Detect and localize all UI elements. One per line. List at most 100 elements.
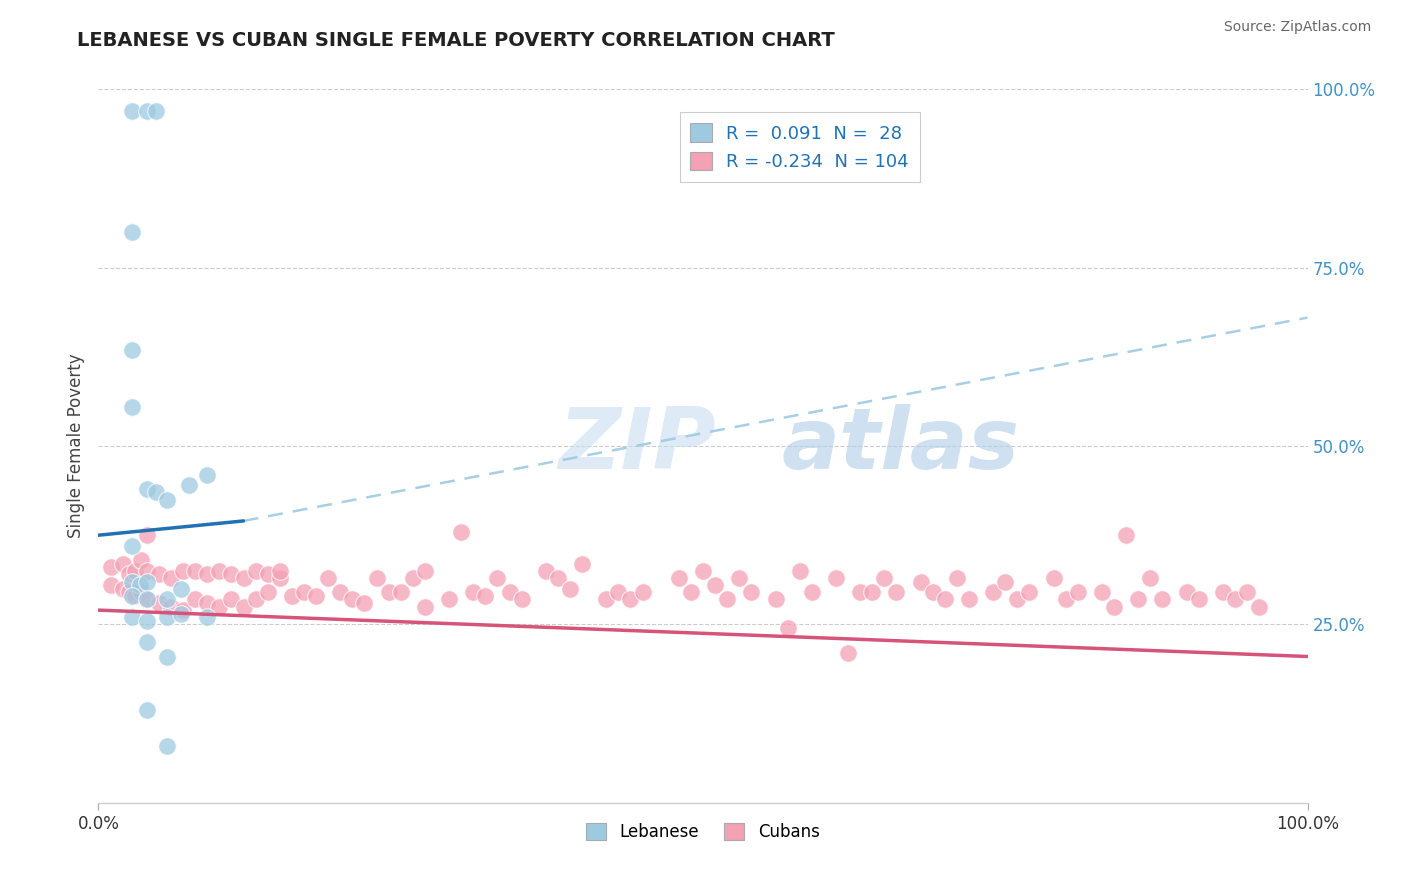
Point: [946, 571, 969, 585]
Point: [135, 592, 157, 607]
Point: [129, 553, 152, 567]
Point: [135, 703, 157, 717]
Point: [118, 567, 141, 582]
Point: [1188, 592, 1211, 607]
Point: [156, 592, 179, 607]
Point: [474, 589, 496, 603]
Point: [232, 599, 254, 614]
Point: [172, 603, 194, 617]
Point: [1115, 528, 1137, 542]
Point: [245, 564, 267, 578]
Point: [534, 564, 557, 578]
Point: [128, 578, 150, 592]
Point: [145, 103, 167, 118]
Y-axis label: Single Female Poverty: Single Female Poverty: [66, 354, 84, 538]
Point: [121, 610, 143, 624]
Point: [934, 592, 956, 607]
Point: [366, 571, 388, 585]
Point: [377, 585, 399, 599]
Point: [121, 400, 143, 414]
Point: [221, 592, 243, 607]
Point: [100, 578, 122, 592]
Point: [121, 225, 143, 239]
Point: [981, 585, 1004, 599]
Point: [156, 610, 179, 624]
Point: [118, 585, 141, 599]
Point: [156, 649, 179, 664]
Point: [921, 585, 943, 599]
Point: [510, 592, 533, 607]
Point: [135, 528, 157, 542]
Point: [195, 610, 218, 624]
Point: [221, 567, 243, 582]
Point: [208, 564, 231, 578]
Point: [353, 596, 375, 610]
Point: [195, 567, 218, 582]
Point: [129, 585, 152, 599]
Point: [595, 592, 617, 607]
Point: [1007, 592, 1029, 607]
Point: [740, 585, 762, 599]
Point: [135, 103, 157, 118]
Point: [135, 564, 157, 578]
Point: [100, 560, 122, 574]
Point: [728, 571, 751, 585]
Point: [716, 592, 738, 607]
Point: [910, 574, 932, 589]
Point: [184, 592, 207, 607]
Point: [256, 567, 278, 582]
Point: [316, 571, 339, 585]
Point: [765, 592, 787, 607]
Point: [558, 582, 581, 596]
Point: [269, 564, 291, 578]
Point: [269, 571, 291, 585]
Text: Source: ZipAtlas.com: Source: ZipAtlas.com: [1223, 20, 1371, 34]
Point: [873, 571, 896, 585]
Point: [825, 571, 848, 585]
Point: [1175, 585, 1198, 599]
Point: [135, 614, 157, 628]
Point: [329, 585, 352, 599]
Point: [135, 592, 157, 607]
Point: [789, 564, 811, 578]
Point: [463, 585, 485, 599]
Point: [169, 582, 191, 596]
Point: [1042, 571, 1064, 585]
Point: [849, 585, 872, 599]
Text: atlas: atlas: [782, 404, 1019, 488]
Point: [619, 592, 641, 607]
Point: [292, 585, 315, 599]
Point: [135, 482, 157, 496]
Point: [1128, 592, 1150, 607]
Point: [450, 524, 472, 539]
Point: [486, 571, 509, 585]
Point: [886, 585, 908, 599]
Point: [121, 574, 143, 589]
Point: [195, 596, 218, 610]
Point: [208, 599, 231, 614]
Point: [1018, 585, 1040, 599]
Point: [145, 485, 167, 500]
Point: [776, 621, 799, 635]
Point: [1091, 585, 1114, 599]
Point: [245, 592, 267, 607]
Point: [121, 103, 143, 118]
Point: [160, 571, 183, 585]
Text: LEBANESE VS CUBAN SINGLE FEMALE POVERTY CORRELATION CHART: LEBANESE VS CUBAN SINGLE FEMALE POVERTY …: [77, 31, 835, 50]
Point: [121, 539, 143, 553]
Point: [957, 592, 980, 607]
Point: [1152, 592, 1174, 607]
Point: [1102, 599, 1125, 614]
Point: [402, 571, 425, 585]
Point: [281, 589, 304, 603]
Point: [413, 564, 436, 578]
Point: [860, 585, 883, 599]
Point: [160, 599, 183, 614]
Point: [389, 585, 412, 599]
Point: [1236, 585, 1258, 599]
Point: [256, 585, 278, 599]
Point: [1223, 592, 1246, 607]
Point: [994, 574, 1017, 589]
Point: [148, 596, 170, 610]
Point: [692, 564, 714, 578]
